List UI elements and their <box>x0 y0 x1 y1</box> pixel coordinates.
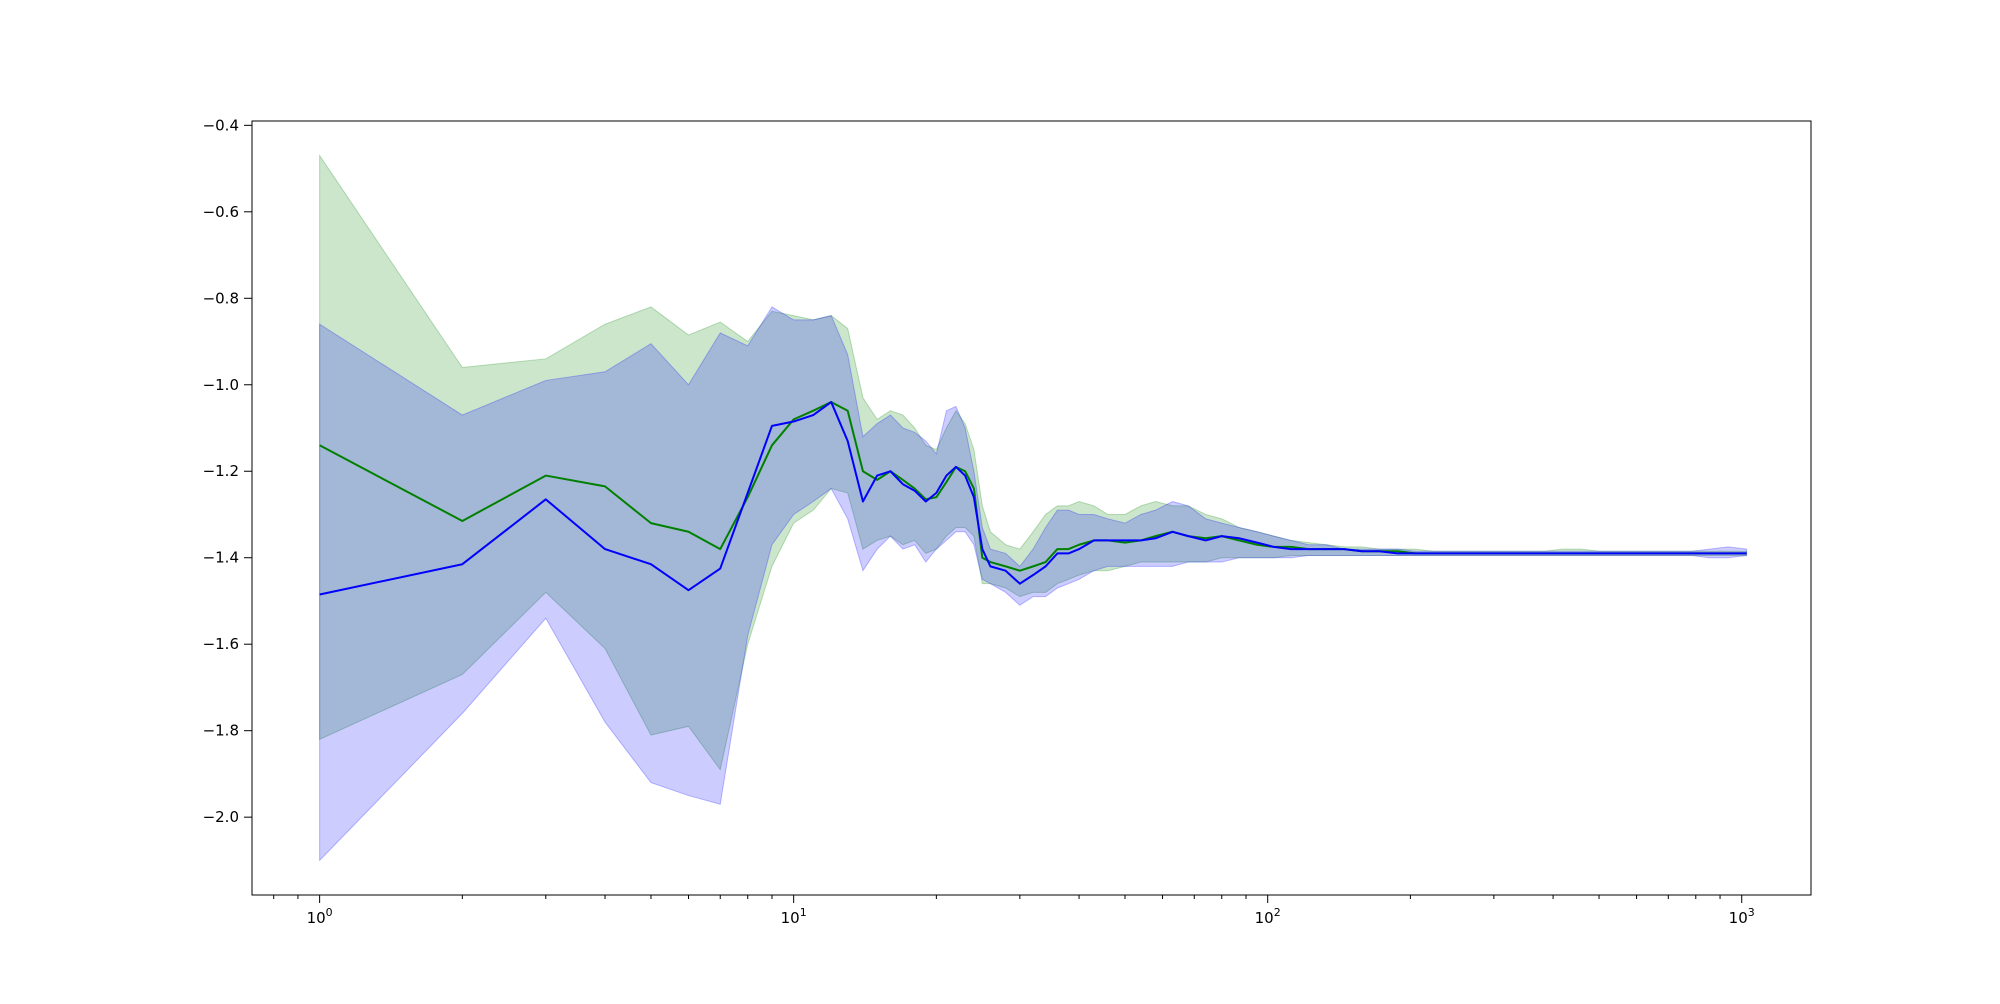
y-tick-label: −0.4 <box>203 116 239 134</box>
y-tick-label: −1.6 <box>203 635 239 653</box>
y-tick-label: −2.0 <box>203 808 239 826</box>
y-tick-label: −0.6 <box>203 203 239 221</box>
x-tick-label: 100 <box>307 906 333 927</box>
y-tick-label: −1.4 <box>203 549 239 567</box>
y-tick-label: −1.8 <box>203 722 239 740</box>
series-2-band <box>319 306 1748 862</box>
x-tick-label: 102 <box>1255 906 1281 927</box>
x-tick-label: 101 <box>781 906 807 927</box>
plot-frame <box>251 120 1812 896</box>
series-2-line <box>319 401 1747 596</box>
y-tick-label: −1.0 <box>203 376 239 394</box>
x-tick-label: 103 <box>1729 906 1755 927</box>
confidence-bands <box>319 153 1748 862</box>
y-tick-label: −1.2 <box>203 462 239 480</box>
y-tick-label: −0.8 <box>203 289 239 307</box>
series-1-band <box>319 153 1748 771</box>
series-lines <box>319 401 1747 596</box>
x-axis: 100 101 102 103 <box>273 895 1755 927</box>
y-axis: −0.4 −0.6 −0.8 −1.0 −1.2 −1.4 −1.6 −1.8 −2.0 <box>203 116 252 826</box>
